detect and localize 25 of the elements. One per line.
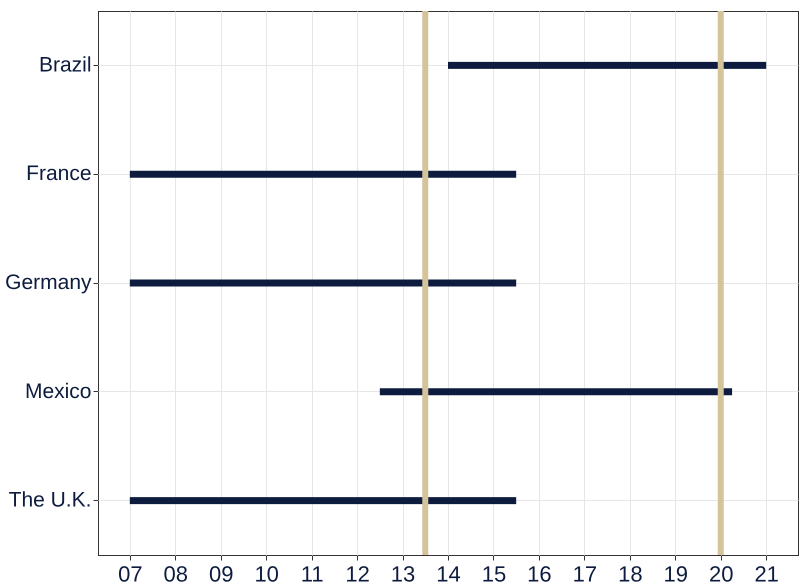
x-tick-label: 07 [118, 562, 143, 586]
x-tick-label: 10 [254, 562, 279, 586]
x-tick-label: 08 [164, 562, 188, 586]
y-tick-label: Germany [5, 271, 92, 294]
y-tick-label: Mexico [24, 380, 92, 403]
x-tick-label: 11 [300, 562, 324, 586]
bar [130, 497, 516, 504]
x-tick-label: 18 [618, 562, 643, 586]
y-tick-label: The U.K. [8, 488, 92, 512]
bar [380, 388, 732, 396]
x-tick-label: 20 [708, 562, 734, 586]
x-tick-label: 12 [345, 562, 370, 586]
bar [130, 280, 516, 286]
bar [448, 62, 766, 69]
x-tick-label: 19 [664, 562, 688, 586]
x-tick-label: 17 [572, 562, 598, 586]
bar [130, 170, 516, 178]
x-tick-label: 13 [390, 562, 416, 586]
x-tick-label: 09 [208, 562, 234, 586]
x-tick-label: 21 [754, 562, 779, 586]
x-tick-label: 14 [436, 562, 461, 586]
x-tick-label: 15 [482, 562, 506, 586]
x-tick-label: 16 [527, 562, 552, 586]
y-tick-label: Brazil [38, 53, 92, 76]
y-tick-label: France [26, 162, 92, 186]
